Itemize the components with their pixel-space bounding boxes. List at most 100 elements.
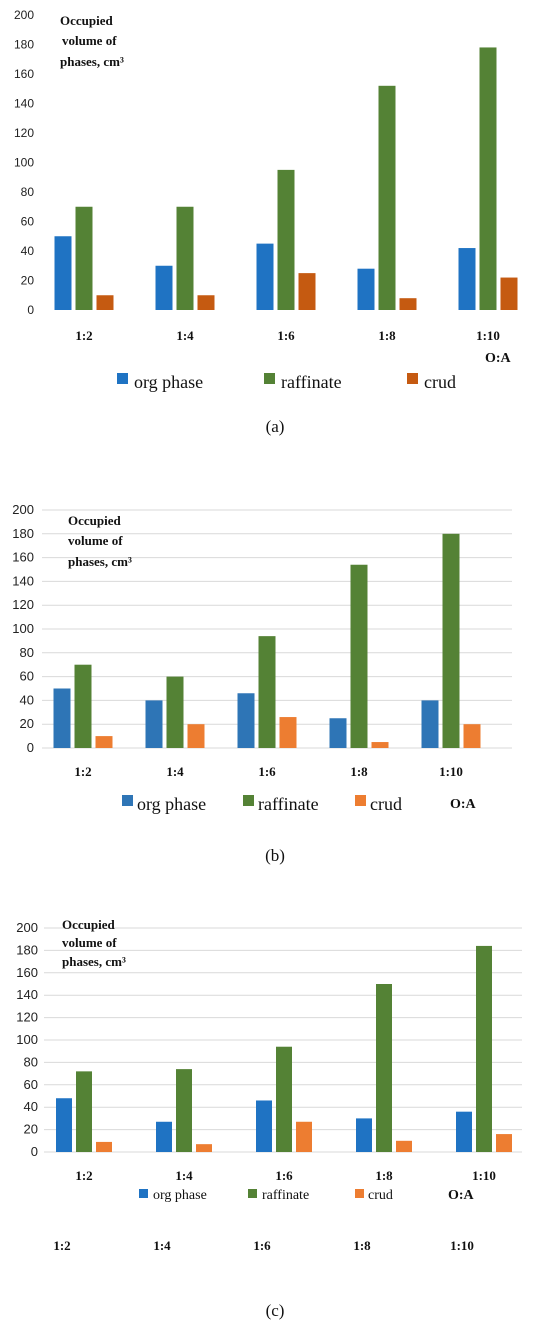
bar-crud-1-10 (463, 724, 481, 748)
bar-org-phase-1-2 (53, 688, 71, 748)
x-axis-label: O:A (485, 351, 512, 366)
y-tick-labels: 0 20 40 60 80 100 120 140 160 180 200 (14, 8, 34, 317)
bar-raffinate-1-8 (350, 564, 368, 748)
bar-crud-1-10 (500, 277, 518, 310)
bar-org-phase-1-4 (156, 1121, 172, 1152)
legend-swatch-raffinate (248, 1189, 257, 1198)
category-labels: 1:2 1:4 1:6 1:8 1:10 (74, 764, 463, 779)
x-tick-label: 1:8 (378, 328, 396, 343)
bar-org-phase-1-8 (357, 268, 375, 310)
y-tick-labels: 0 20 40 60 80 100 120 140 160 180 200 (12, 502, 34, 755)
bar-raffinate-1-6 (258, 636, 276, 748)
y-tick-label: 160 (14, 67, 34, 81)
y-tick-label: 180 (14, 38, 34, 52)
y-tick-label: 100 (12, 621, 34, 636)
bar-raffinate-1-2 (74, 664, 92, 748)
bar-crud-1-8 (371, 742, 389, 748)
legend-swatch-crud (407, 373, 418, 384)
x-tick-label: 1:8 (350, 764, 368, 779)
bottom-row-label: 1:2 (53, 1238, 70, 1253)
y-tick-label: 60 (20, 669, 34, 684)
x-tick-label: 1:2 (75, 328, 92, 343)
bar-raffinate-1-2 (75, 206, 93, 310)
y-axis-label-line2: volume of (62, 935, 117, 950)
bars (53, 533, 481, 748)
bar-crud-1-2 (96, 295, 114, 310)
legend-label-raffinate: raffinate (262, 1188, 309, 1203)
y-tick-label: 140 (14, 97, 34, 111)
legend-swatch-org-phase (122, 795, 133, 806)
legend-swatch-raffinate (243, 795, 254, 806)
x-tick-label: 1:2 (75, 1168, 92, 1183)
legend: org phase raffinate crud (122, 794, 402, 814)
bar-crud-1-6 (279, 717, 297, 748)
y-tick-label: 140 (12, 573, 34, 588)
bar-crud-1-4 (196, 1144, 212, 1152)
x-tick-label: 1:6 (258, 764, 276, 779)
bar-org-phase-1-8 (329, 718, 347, 748)
y-tick-label: 100 (14, 156, 34, 170)
y-axis-label-line1: Occupied (60, 13, 113, 28)
legend-swatch-raffinate (264, 373, 275, 384)
y-tick-label: 120 (14, 126, 34, 140)
legend-label-org-phase: org phase (137, 794, 206, 814)
y-tick-label: 160 (12, 550, 34, 565)
bottom-row-label: 1:4 (153, 1238, 171, 1253)
x-tick-label: 1:4 (176, 328, 194, 343)
bar-org-phase-1-2 (54, 236, 72, 310)
x-tick-label: 1:6 (275, 1168, 293, 1183)
y-tick-label: 80 (20, 645, 34, 660)
legend: org phase raffinate crud (117, 372, 456, 392)
bar-org-phase-1-10 (458, 248, 476, 310)
x-tick-label: 1:10 (439, 764, 463, 779)
bar-raffinate-1-4 (176, 1069, 192, 1152)
bars (56, 945, 512, 1152)
x-tick-label: 1:6 (277, 328, 295, 343)
bar-crud-1-8 (399, 298, 417, 310)
legend: org phase raffinate crud (139, 1188, 393, 1203)
y-tick-label: 180 (16, 942, 38, 957)
bar-raffinate-1-4 (166, 676, 184, 748)
y-tick-label: 20 (21, 274, 35, 288)
bar-org-phase-1-10 (456, 1111, 472, 1152)
legend-label-org-phase: org phase (134, 372, 203, 392)
bar-org-phase-1-2 (56, 1098, 72, 1152)
y-tick-label: 180 (12, 526, 34, 541)
bar-org-phase-1-8 (356, 1118, 372, 1152)
y-tick-label: 0 (31, 1144, 38, 1159)
x-tick-label: 1:8 (375, 1168, 393, 1183)
y-axis-label-line2: volume of (62, 33, 117, 48)
y-tick-label: 200 (12, 502, 34, 517)
bar-crud-1-4 (187, 724, 205, 748)
y-tick-label: 160 (16, 965, 38, 980)
bar-org-phase-1-4 (155, 265, 173, 310)
x-tick-label: 1:10 (476, 328, 500, 343)
bars (54, 47, 518, 310)
chart-panel-b: 0 20 40 60 80 100 120 140 160 180 200 1:2 1:4 1:6 1:8… (12, 502, 512, 865)
y-axis-label-line2: volume of (68, 533, 123, 548)
y-tick-label: 20 (24, 1122, 38, 1137)
y-tick-label: 120 (12, 597, 34, 612)
y-tick-labels: 0 20 40 60 80 100 120 140 160 180 200 (16, 920, 38, 1159)
legend-label-raffinate: raffinate (281, 372, 342, 392)
panel-caption-c: (c) (266, 1301, 285, 1320)
bottom-row-label: 1:6 (253, 1238, 271, 1253)
panel-caption-b: (b) (265, 846, 285, 865)
legend-label-crud: crud (424, 372, 456, 392)
bar-raffinate-1-6 (277, 169, 295, 310)
y-tick-label: 120 (16, 1010, 38, 1025)
bar-org-phase-1-10 (421, 700, 439, 748)
x-tick-label: 1:10 (472, 1168, 496, 1183)
legend-swatch-org-phase (117, 373, 128, 384)
bar-crud-1-4 (197, 295, 215, 310)
bar-org-phase-1-6 (237, 693, 255, 748)
bar-raffinate-1-8 (376, 984, 392, 1152)
y-tick-label: 0 (27, 740, 34, 755)
bar-raffinate-1-6 (276, 1046, 292, 1152)
y-axis-label-line1: Occupied (62, 917, 115, 932)
x-axis-label: O:A (448, 1188, 475, 1203)
bar-raffinate-1-10 (479, 47, 497, 310)
gridlines (42, 509, 512, 749)
bar-org-phase-1-4 (145, 700, 163, 748)
